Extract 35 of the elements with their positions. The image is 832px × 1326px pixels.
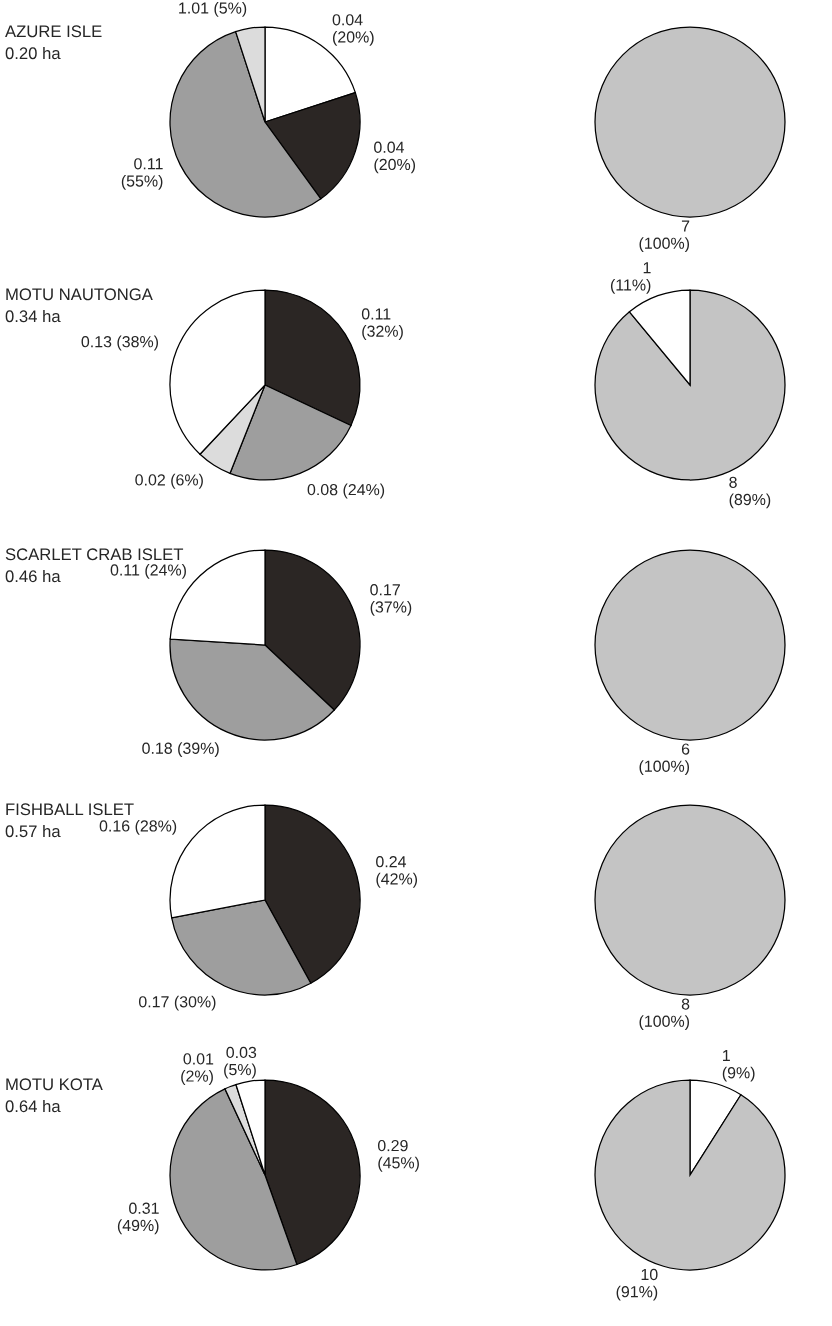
text: 0.20 ha	[5, 46, 61, 60]
data-label: 0.17 (30%)	[138, 995, 216, 1011]
text: 0.57 ha	[5, 824, 61, 838]
data-label: 0.11 (24%)	[110, 563, 186, 579]
data-label: 0.13 (38%)	[81, 335, 159, 351]
data-label: 0.08 (24%)	[307, 483, 385, 499]
data-label: 0.04 (20%)	[332, 14, 374, 46]
data-label: 0.24 (42%)	[376, 856, 418, 888]
data-label: 10 (91%)	[616, 1268, 658, 1301]
text: 0.34 ha	[5, 309, 61, 323]
text: 0.64 ha	[5, 1099, 61, 1113]
data-label: 7 (100%)	[639, 220, 690, 253]
data-label: 0.11 (32%)	[361, 308, 403, 340]
data-label: 1 (9%)	[722, 1050, 755, 1082]
data-label: 8 (100%)	[639, 998, 690, 1031]
data-label: 0.01 (2%)	[181, 1053, 214, 1085]
data-label: 0.03 (5%)	[224, 1046, 257, 1079]
chart-title: MOTU NAUTONGA	[6, 288, 153, 301]
data-label: 0.29 (45%)	[377, 1139, 419, 1172]
data-label: 1 (11%)	[610, 262, 651, 294]
text: AZURE ISLE	[5, 25, 102, 38]
data-label: 1.01 (5%)	[179, 1, 247, 17]
text: 0.46 ha	[5, 569, 61, 583]
chart-title: SCARLET CRAB ISLET	[5, 548, 184, 561]
data-label: 0.04 (20%)	[374, 141, 416, 174]
data-label: 0.16 (28%)	[99, 819, 177, 835]
data-label: 0.11 (55%)	[121, 158, 163, 190]
data-label: 0.31 (49%)	[117, 1202, 159, 1235]
data-label: 8 (89%)	[729, 476, 771, 509]
chart-title: FISHBALL ISLET	[6, 803, 134, 816]
data-label: 6 (100%)	[639, 743, 690, 776]
text: MOTU KOTA	[6, 1078, 103, 1091]
data-label: 0.18 (39%)	[142, 742, 219, 758]
data-label: 0.17 (37%)	[370, 584, 412, 616]
data-label: 0.02 (6%)	[135, 473, 203, 489]
